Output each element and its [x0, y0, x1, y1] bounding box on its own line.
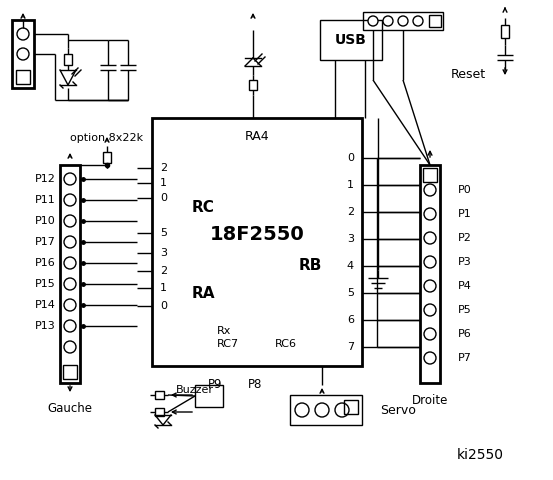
Circle shape [424, 352, 436, 364]
Text: RC7: RC7 [217, 339, 239, 349]
Text: P4: P4 [458, 281, 472, 291]
Circle shape [424, 208, 436, 220]
Text: P8: P8 [248, 379, 262, 392]
Text: 6: 6 [347, 315, 354, 325]
Text: P13: P13 [35, 321, 55, 331]
Text: P10: P10 [35, 216, 55, 226]
Bar [64, 53, 72, 64]
Text: USB: USB [335, 33, 367, 47]
Text: 2: 2 [160, 163, 167, 173]
Circle shape [424, 328, 436, 340]
Bar [423, 168, 437, 182]
Text: 2: 2 [347, 207, 354, 217]
Circle shape [64, 194, 76, 206]
Bar [249, 80, 257, 90]
Text: ki2550: ki2550 [456, 448, 503, 462]
Text: RC: RC [192, 201, 215, 216]
Circle shape [64, 299, 76, 311]
Text: P7: P7 [458, 353, 472, 363]
Bar [420, 165, 440, 383]
Text: RB: RB [299, 259, 322, 274]
Bar [16, 70, 30, 84]
Text: P1: P1 [458, 209, 472, 219]
Text: 4: 4 [347, 261, 354, 271]
Bar [363, 12, 443, 30]
Bar [12, 20, 34, 88]
Text: Buzzer: Buzzer [176, 385, 214, 395]
Bar [290, 395, 362, 425]
Text: Gauche: Gauche [48, 401, 92, 415]
Circle shape [64, 236, 76, 248]
Circle shape [295, 403, 309, 417]
Bar [63, 365, 77, 379]
Text: P5: P5 [458, 305, 472, 315]
Bar [501, 25, 509, 38]
Text: P3: P3 [458, 257, 472, 267]
Text: P16: P16 [35, 258, 55, 268]
Circle shape [64, 341, 76, 353]
Text: P0: P0 [458, 185, 472, 195]
Circle shape [17, 28, 29, 40]
Circle shape [424, 304, 436, 316]
Text: 1: 1 [160, 283, 167, 293]
Text: 1: 1 [160, 178, 167, 188]
Text: 0: 0 [160, 301, 167, 311]
Text: 3: 3 [347, 234, 354, 244]
Bar [60, 165, 80, 383]
Circle shape [17, 48, 29, 60]
Bar [195, 385, 223, 407]
Text: 1: 1 [347, 180, 354, 190]
Text: Reset: Reset [451, 69, 486, 82]
Text: option 8x22k: option 8x22k [70, 133, 144, 143]
Circle shape [64, 257, 76, 269]
Circle shape [424, 256, 436, 268]
Bar [429, 15, 441, 27]
Text: 0: 0 [347, 153, 354, 163]
Text: P2: P2 [458, 233, 472, 243]
Circle shape [335, 403, 349, 417]
Text: Servo: Servo [380, 404, 416, 417]
Circle shape [424, 184, 436, 196]
Circle shape [64, 173, 76, 185]
Text: 5: 5 [160, 228, 167, 238]
Text: 3: 3 [160, 248, 167, 258]
Circle shape [64, 320, 76, 332]
Text: P14: P14 [34, 300, 55, 310]
Bar [103, 152, 111, 163]
Bar [152, 118, 362, 366]
Circle shape [64, 215, 76, 227]
Bar [154, 408, 164, 416]
Circle shape [398, 16, 408, 26]
Text: 5: 5 [347, 288, 354, 298]
Circle shape [315, 403, 329, 417]
Circle shape [383, 16, 393, 26]
Text: P12: P12 [34, 174, 55, 184]
Text: 0: 0 [160, 193, 167, 203]
Text: RC6: RC6 [275, 339, 297, 349]
Text: RA: RA [192, 286, 216, 300]
Circle shape [368, 16, 378, 26]
Bar [344, 400, 358, 414]
Text: RA4: RA4 [244, 130, 269, 143]
Text: Rx: Rx [217, 326, 231, 336]
Text: Droite: Droite [412, 395, 448, 408]
Text: 18F2550: 18F2550 [210, 225, 304, 243]
Circle shape [424, 280, 436, 292]
Text: 7: 7 [347, 342, 354, 352]
Bar [320, 20, 382, 60]
Text: P11: P11 [35, 195, 55, 205]
Text: P6: P6 [458, 329, 472, 339]
Text: P17: P17 [34, 237, 55, 247]
Text: 2: 2 [160, 266, 167, 276]
Circle shape [413, 16, 423, 26]
Text: P9: P9 [208, 379, 222, 392]
Text: P15: P15 [35, 279, 55, 289]
Bar [154, 391, 164, 399]
Circle shape [424, 232, 436, 244]
Circle shape [64, 278, 76, 290]
